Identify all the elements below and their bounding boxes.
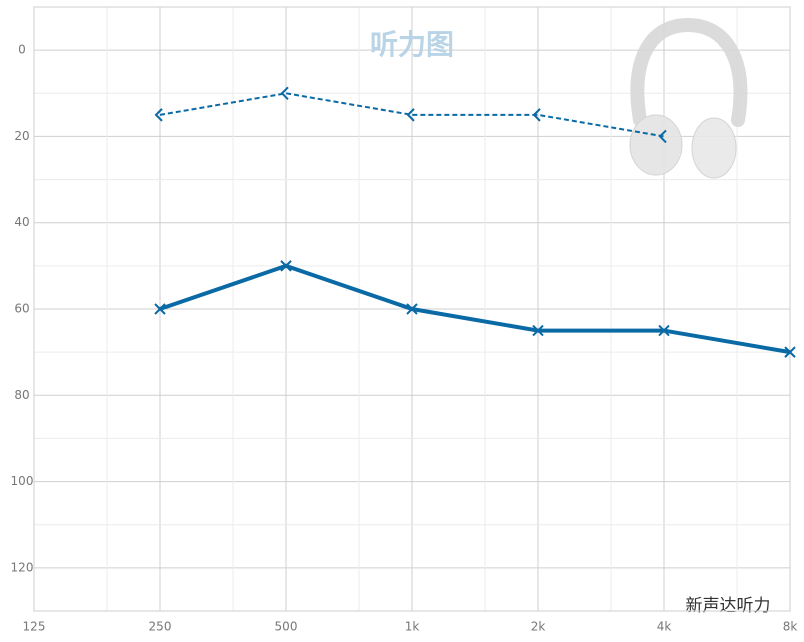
marker bbox=[532, 108, 541, 122]
marker bbox=[154, 303, 166, 315]
marker bbox=[280, 86, 289, 100]
x-tick-label: 8k bbox=[783, 620, 798, 634]
marker bbox=[658, 324, 670, 337]
x-tick-label: 2k bbox=[531, 620, 546, 634]
y-tick-label: 100 bbox=[11, 474, 34, 488]
y-tick-label: 80 bbox=[14, 388, 29, 402]
watermark: 新声达听力 bbox=[686, 596, 771, 616]
y-tick-label: 60 bbox=[14, 302, 29, 316]
y-tick-label: 40 bbox=[14, 215, 29, 229]
marker bbox=[406, 108, 415, 122]
marker bbox=[406, 303, 418, 315]
marker bbox=[280, 260, 292, 272]
series-line bbox=[159, 92, 665, 138]
x-tick-label: 250 bbox=[149, 620, 172, 634]
x-tick-label: 500 bbox=[275, 620, 298, 634]
x-tick-label: 4k bbox=[657, 620, 672, 634]
marker bbox=[784, 346, 796, 358]
plot: 0 20 40 60 80 100 120 125 250 500 1k 2k 4k 8k bbox=[11, 6, 798, 634]
headphones bbox=[629, 17, 748, 179]
x-tick-label: 1k bbox=[405, 620, 420, 634]
marker bbox=[658, 129, 667, 144]
marker bbox=[532, 324, 544, 337]
y-tick-label: 120 bbox=[11, 560, 34, 574]
x-tick-label: 125 bbox=[23, 620, 46, 634]
series-line bbox=[159, 263, 791, 355]
y-tick-label: 0 bbox=[18, 43, 26, 57]
chart-title: 听力图 bbox=[370, 28, 454, 61]
plot-frame bbox=[33, 6, 791, 612]
marker bbox=[154, 108, 163, 122]
y-tick-label: 20 bbox=[14, 129, 29, 143]
